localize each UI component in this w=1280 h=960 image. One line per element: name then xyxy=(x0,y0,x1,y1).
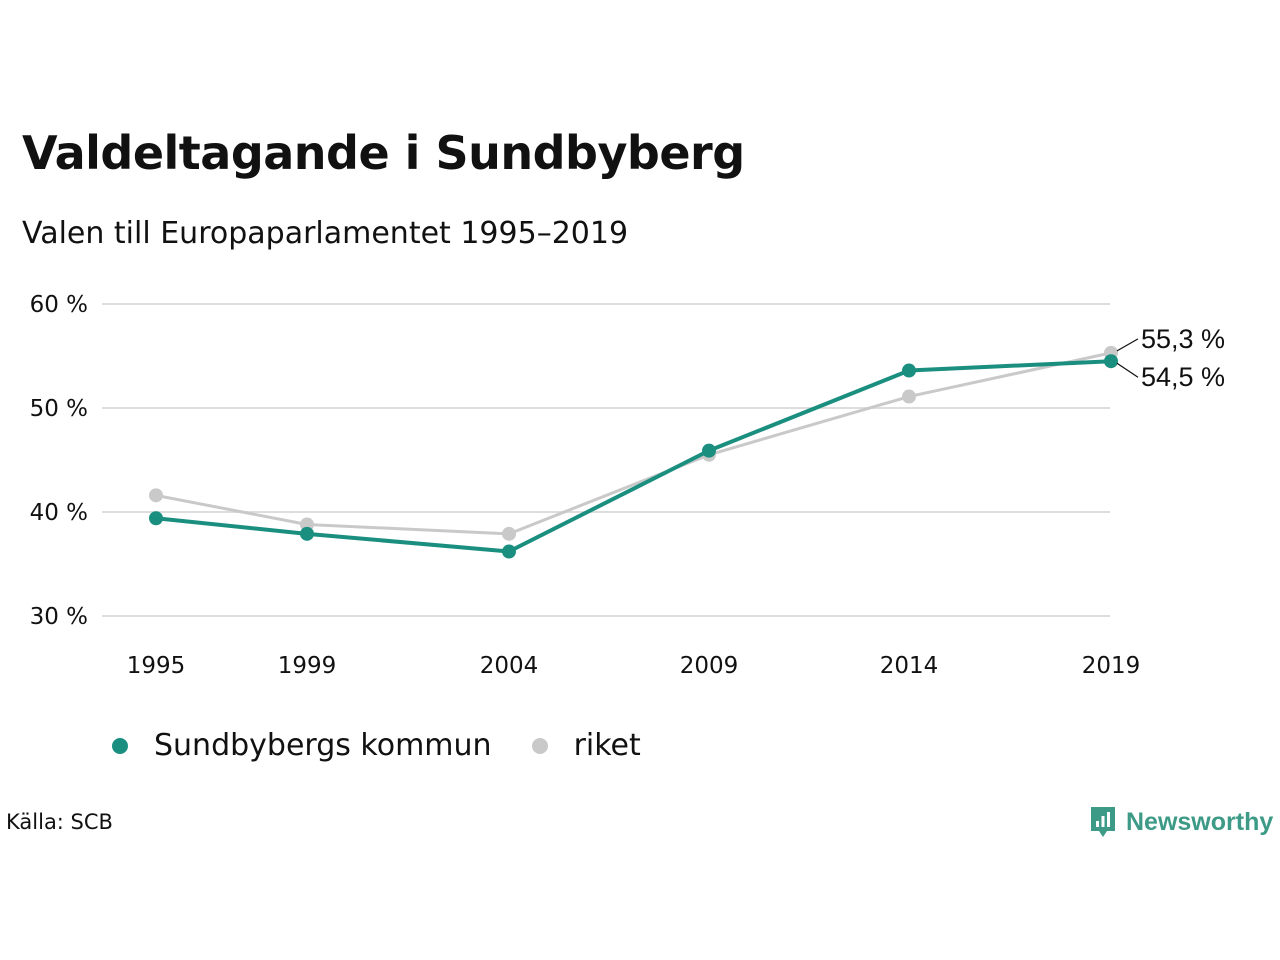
brand-name: Newsworthy xyxy=(1126,807,1274,836)
x-tick-label: 2004 xyxy=(480,653,539,679)
x-tick-label: 1999 xyxy=(278,653,337,679)
data-point-sundbyberg xyxy=(1104,354,1118,369)
x-tick-label: 1995 xyxy=(127,653,186,679)
chart-subtitle: Valen till Europaparlamentet 1995–2019 xyxy=(22,216,629,251)
brand-logo[interactable]: Newsworthy xyxy=(1088,804,1273,840)
data-point-sundbyberg xyxy=(702,443,716,458)
end-label-riket: 55,3 % xyxy=(1141,324,1225,354)
chart-title: Valdeltagande i Sundbyberg xyxy=(22,126,745,180)
end-label-leader-riket xyxy=(1116,338,1139,352)
y-tick-label: 60 % xyxy=(30,292,88,318)
end-label-sundbyberg: 54,5 % xyxy=(1141,362,1225,392)
line-chart: 30 % 40 % 50 % 60 % 1995 1999 2004 2009 2014 2019… xyxy=(30,292,1226,679)
legend: Sundbybergs kommun riket xyxy=(112,728,641,763)
data-point-riket xyxy=(902,389,916,404)
legend-item-sundbyberg: Sundbybergs kommun xyxy=(112,728,492,763)
legend-item-riket: riket xyxy=(531,728,641,763)
data-point-sundbyberg xyxy=(902,363,916,378)
y-tick-label: 30 % xyxy=(30,604,88,630)
x-tick-label: 2019 xyxy=(1082,653,1141,679)
legend-marker-riket xyxy=(531,737,548,754)
data-point-riket xyxy=(502,526,516,541)
data-point-sundbyberg xyxy=(149,511,163,526)
data-point-sundbyberg xyxy=(300,526,314,541)
data-point-riket xyxy=(149,488,163,503)
x-tick-label: 2009 xyxy=(680,653,739,679)
end-label-leader-sundbyberg xyxy=(1116,362,1139,378)
source-note: Källa: SCB xyxy=(6,810,113,834)
legend-marker-sundbyberg xyxy=(112,737,128,754)
series-line-sundbyberg xyxy=(155,359,1112,554)
series-line-riket xyxy=(155,351,1112,536)
newsworthy-logo-icon xyxy=(1091,807,1115,837)
y-tick-label: 40 % xyxy=(30,500,88,526)
legend-label-riket: riket xyxy=(573,728,641,763)
data-point-sundbyberg xyxy=(502,544,516,559)
x-tick-label: 2014 xyxy=(880,653,939,679)
y-tick-label: 50 % xyxy=(30,396,88,422)
legend-label-sundbyberg: Sundbybergs kommun xyxy=(154,728,492,763)
